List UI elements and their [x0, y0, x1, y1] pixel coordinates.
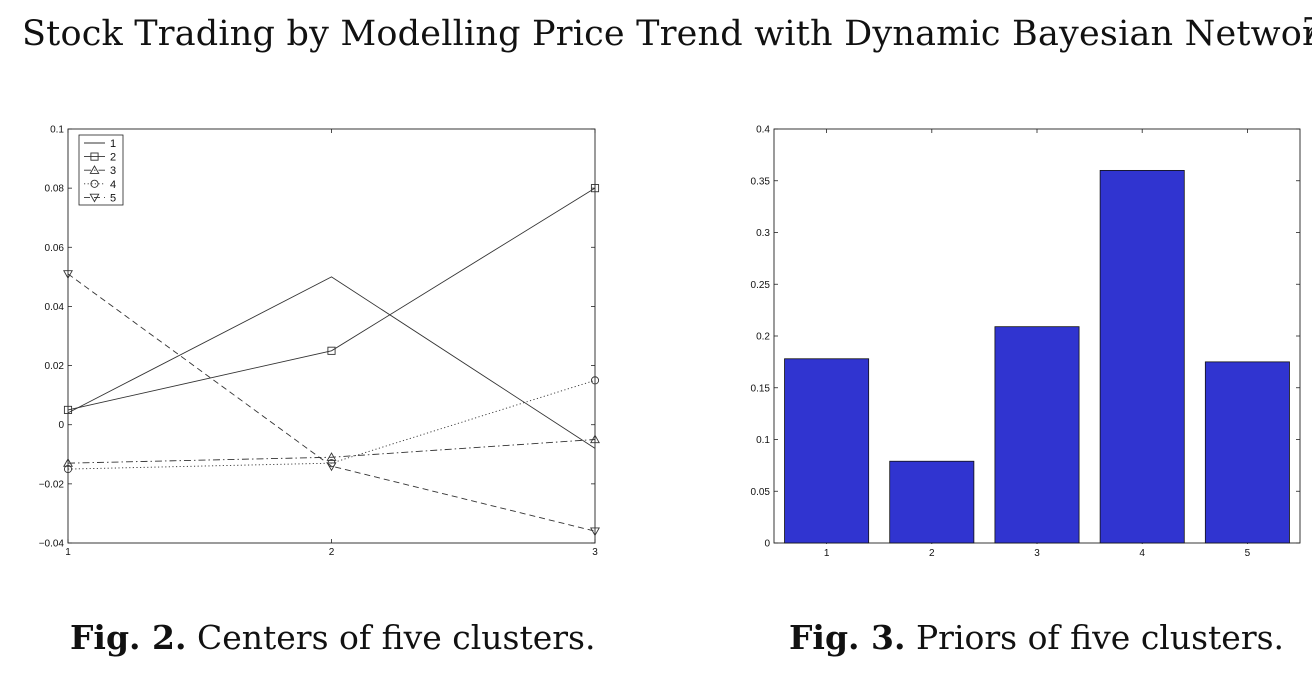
y-tick-label: 0.02 — [45, 361, 65, 372]
series-4-point — [590, 376, 600, 385]
y-tick-label: 0.08 — [45, 184, 65, 195]
series-3-point — [590, 434, 600, 444]
legend-label-2: 2 — [110, 152, 116, 164]
x-tick-label: 2 — [329, 547, 335, 558]
running-header: Stock Trading by Modelling Price Trend w… — [22, 14, 1312, 54]
y-tick-label: 0.04 — [45, 302, 65, 313]
figure-2-label: Fig. 2. — [70, 618, 187, 657]
y-tick-label: 0.15 — [751, 383, 771, 394]
y-tick-label: 0.05 — [751, 487, 771, 498]
series-2-point — [63, 405, 73, 414]
legend-label-3: 3 — [110, 165, 116, 177]
bar-4 — [1099, 169, 1185, 544]
page-number-fragment: 7 — [1302, 12, 1312, 47]
bar-1 — [784, 358, 870, 544]
y-tick-label: 0.1 — [50, 125, 64, 136]
bar-5 — [1204, 361, 1290, 544]
series-2-point — [327, 346, 336, 355]
series-2-point — [590, 184, 600, 193]
y-tick-label: 0.4 — [756, 125, 770, 136]
legend-marker-4 — [90, 179, 99, 188]
series-4-point — [63, 465, 73, 474]
x-tick-label: 1 — [824, 548, 830, 559]
legend-label-4: 4 — [110, 179, 116, 191]
figure-3-label: Fig. 3. — [789, 618, 906, 657]
x-tick-label: 5 — [1245, 548, 1251, 559]
series-5-point — [326, 462, 337, 472]
x-tick-label: 2 — [929, 548, 935, 559]
figure-3-text: Priors of five clusters. — [915, 618, 1285, 657]
series-2-line — [67, 187, 596, 411]
series-3-line — [67, 439, 596, 464]
y-tick-label: 0.3 — [756, 228, 770, 239]
x-tick-label: 3 — [592, 547, 598, 558]
legend-label-1: 1 — [110, 138, 116, 150]
series-5-point — [590, 527, 600, 537]
series-5-point — [63, 270, 73, 280]
figure-3-caption: Fig. 3. Priors of five clusters. — [789, 618, 1284, 657]
y-tick-label: 0 — [58, 420, 64, 431]
y-tick-label: −0.02 — [39, 479, 65, 490]
y-tick-label: 0.25 — [751, 280, 771, 291]
y-tick-label: −0.04 — [39, 539, 65, 550]
bar-3 — [994, 326, 1080, 544]
legend-marker-3 — [89, 165, 100, 174]
y-tick-label: 0.06 — [45, 243, 65, 254]
y-tick-label: 0 — [764, 539, 770, 550]
series-3-point — [326, 452, 337, 461]
y-tick-label: 0.1 — [756, 435, 770, 446]
legend-marker-2 — [90, 152, 99, 161]
series-1-line — [67, 276, 596, 449]
bar-2 — [889, 460, 975, 544]
series-3-point — [63, 458, 73, 467]
legend-label-5: 5 — [110, 192, 116, 204]
x-tick-label: 4 — [1139, 548, 1145, 559]
x-tick-label: 1 — [65, 547, 71, 558]
y-tick-label: 0.2 — [756, 332, 770, 343]
figure-2-caption: Fig. 2. Centers of five clusters. — [70, 618, 595, 657]
legend-marker-5 — [89, 193, 100, 203]
y-tick-label: 0.35 — [751, 176, 771, 187]
x-tick-label: 3 — [1034, 548, 1040, 559]
figure-2-text: Centers of five clusters. — [196, 618, 596, 657]
